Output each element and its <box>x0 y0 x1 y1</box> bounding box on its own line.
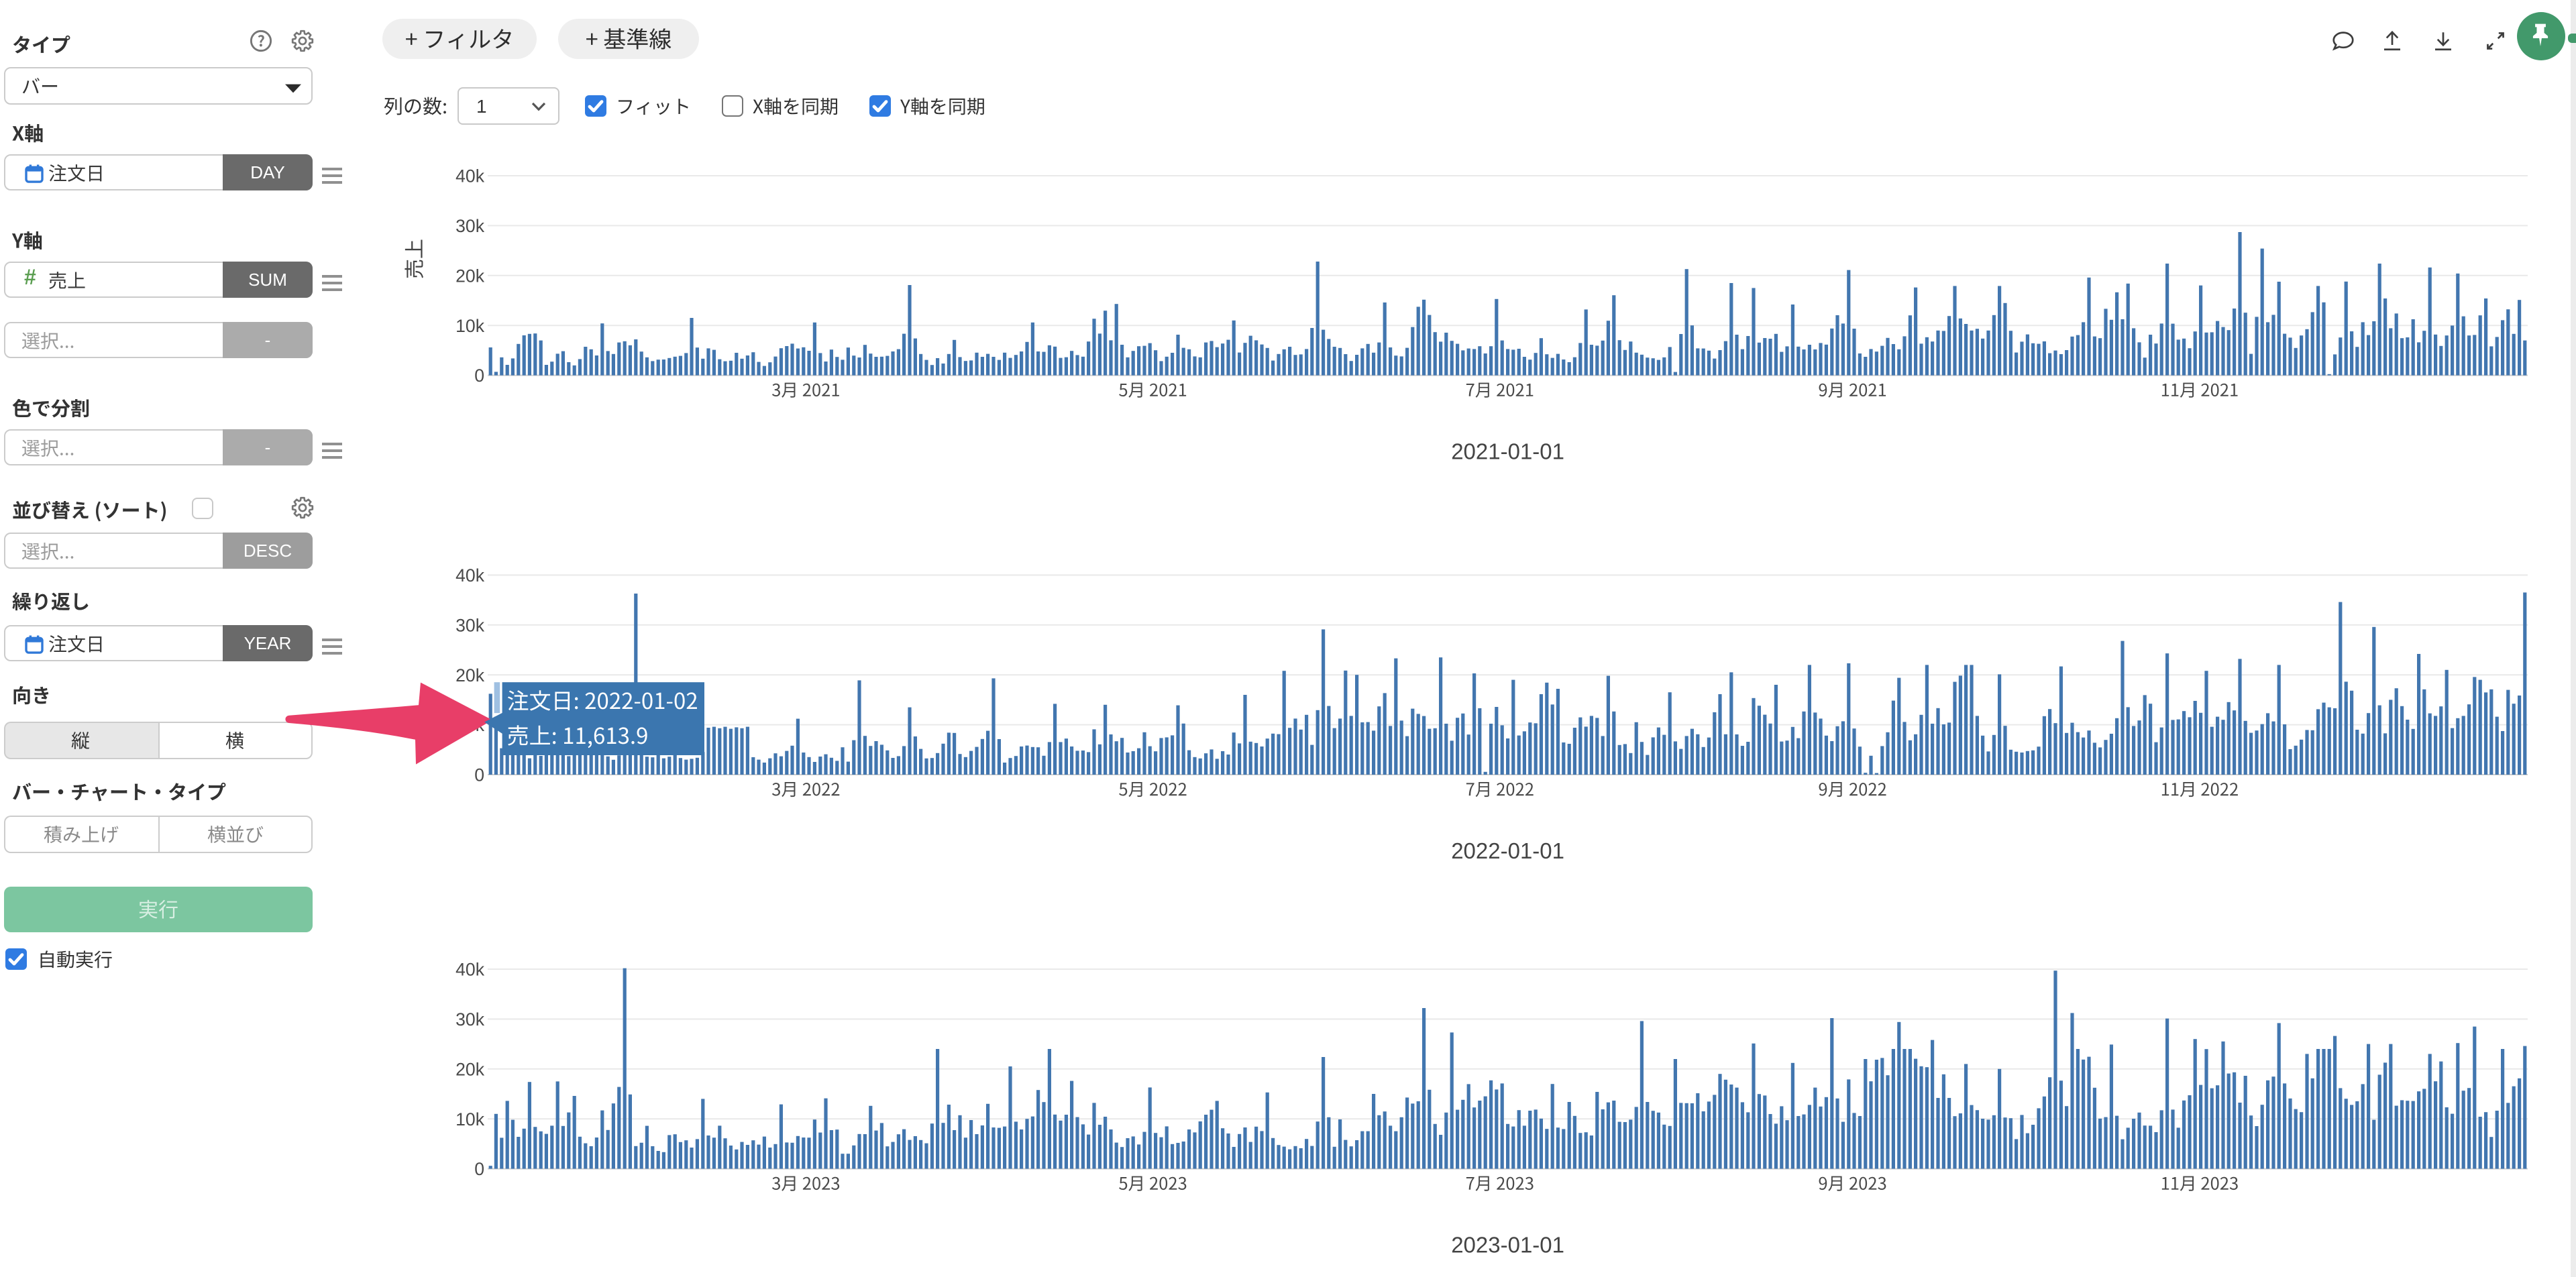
svg-text:20k: 20k <box>455 665 485 685</box>
svg-text:30k: 30k <box>455 615 485 635</box>
svg-text:40k: 40k <box>455 166 485 186</box>
svg-text:40k: 40k <box>455 960 485 980</box>
svg-text:20k: 20k <box>455 266 485 286</box>
svg-text:10k: 10k <box>455 316 485 336</box>
svg-text:20k: 20k <box>455 1059 485 1079</box>
svg-text:2021-01-01: 2021-01-01 <box>1451 439 1564 464</box>
svg-text:30k: 30k <box>455 216 485 236</box>
svg-text:30k: 30k <box>455 1009 485 1030</box>
svg-text:2022-01-01: 2022-01-01 <box>1451 838 1564 863</box>
svg-text:40k: 40k <box>455 565 485 586</box>
svg-text:2023-01-01: 2023-01-01 <box>1451 1233 1564 1258</box>
svg-text:10k: 10k <box>455 1109 485 1129</box>
svg-text:0: 0 <box>474 1159 484 1179</box>
svg-text:0: 0 <box>474 366 484 386</box>
svg-text:0: 0 <box>474 765 484 785</box>
